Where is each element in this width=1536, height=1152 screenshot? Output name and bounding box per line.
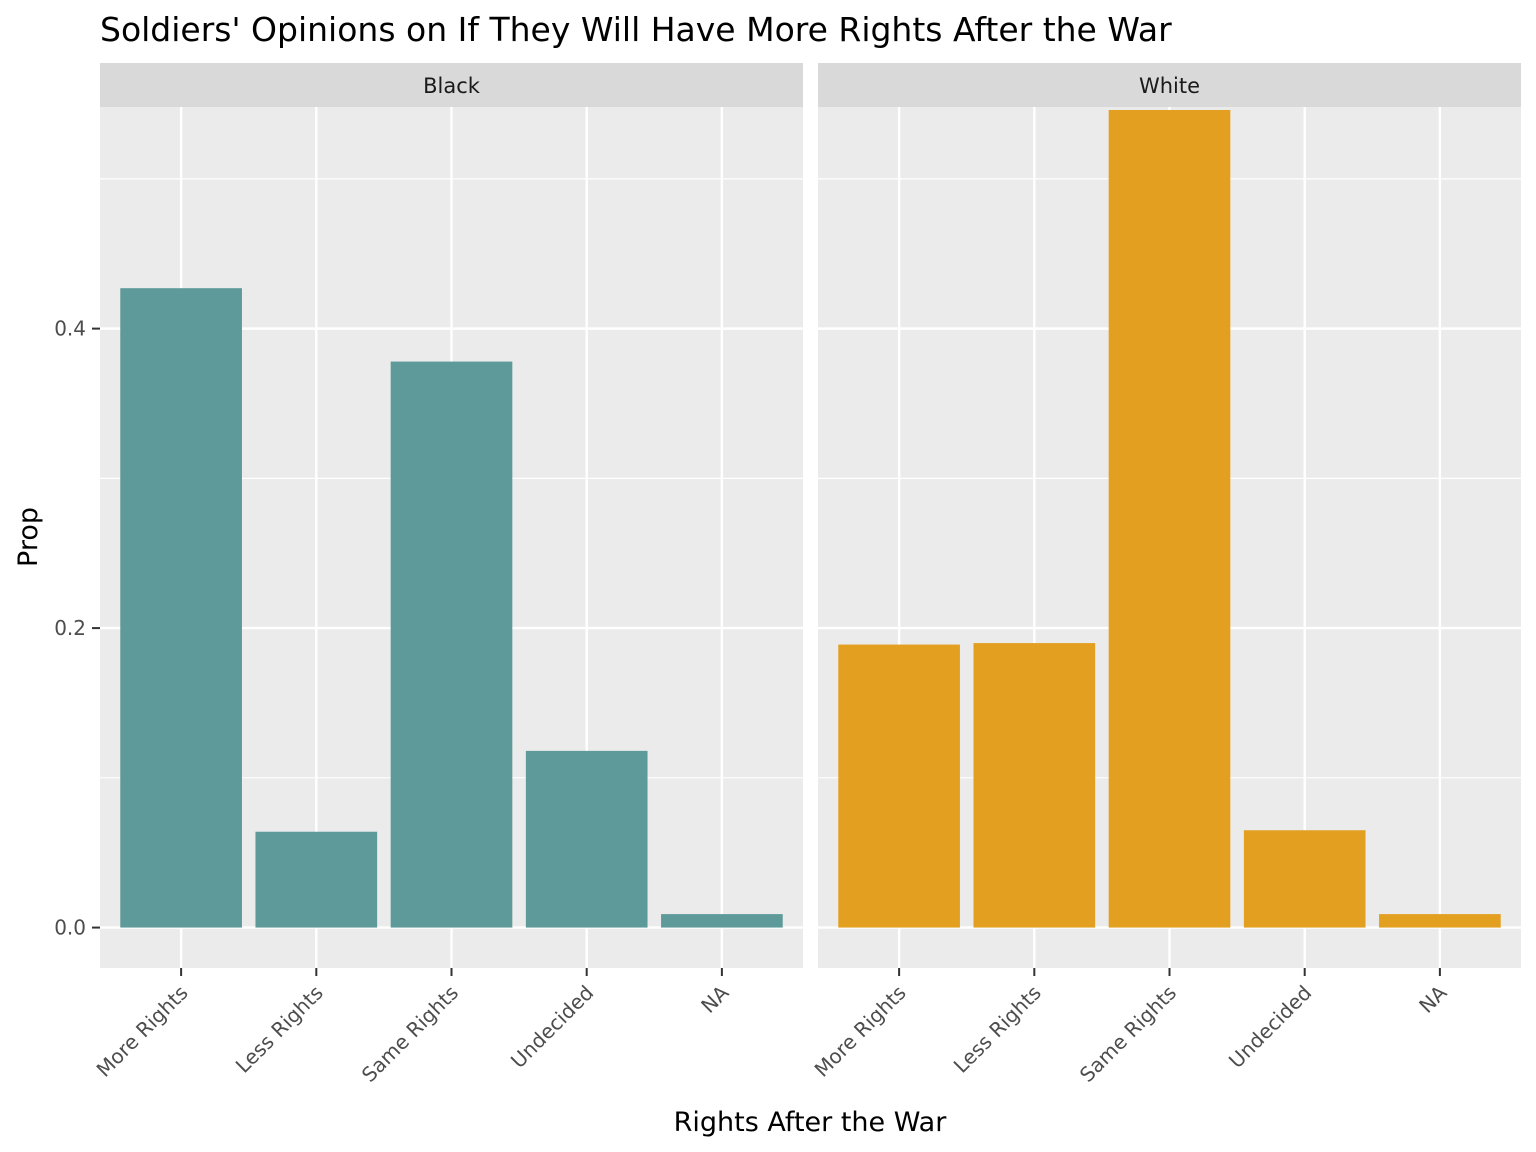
bar-black-more-rights [120,288,242,928]
x-tick-label: Less Rights [949,981,1046,1078]
strip-black [100,63,803,107]
chart-title: Soldiers' Opinions on If They Will Have … [100,10,1172,49]
bar-white-less-rights [973,643,1096,928]
y-axis-title: Prop [13,507,44,567]
bar-black-na [661,914,783,928]
x-tick-label: More Rights [92,981,193,1082]
bar-white-undecided [1243,830,1366,928]
x-tick-label: Undecided [1224,981,1316,1073]
bars-white [838,109,1501,928]
x-tick-label: More Rights [810,981,911,1082]
x-tick-label: Less Rights [231,981,328,1078]
bar-black-undecided [525,750,648,928]
bar-black-less-rights [255,831,378,928]
x-axis-white: More Rights Less Rights Same Rights Undecid… [810,968,1452,1087]
y-axis: 0.0 0.2 0.4 [54,317,100,940]
bar-white-more-rights [838,644,960,928]
x-tick-label: NA [696,980,733,1017]
x-tick-label: Same Rights [357,981,463,1087]
bar-black-same-rights [390,361,513,928]
y-tick-label: 0.2 [54,616,86,640]
strip-label-black: Black [423,74,481,98]
x-tick-label: Same Rights [1075,981,1181,1087]
x-tick-label: NA [1414,980,1451,1017]
bar-white-same-rights [1108,109,1231,928]
panel-white: White More Rights Less Rights Same Rights U… [810,63,1521,1087]
x-axis-title: Rights After the War [674,1107,948,1138]
y-tick-label: 0.0 [54,916,86,940]
x-axis-black: More Rights Less Rights Same Rights Undecid… [92,968,734,1087]
x-tick-label: Undecided [506,981,598,1073]
strip-label-white: White [1139,74,1200,98]
bar-white-na [1379,914,1501,928]
panel-black: Black More Rights Less Rights Same Rights U… [92,63,803,1087]
y-tick-label: 0.4 [54,317,86,341]
strip-white [818,63,1521,107]
bars-black [120,288,783,928]
